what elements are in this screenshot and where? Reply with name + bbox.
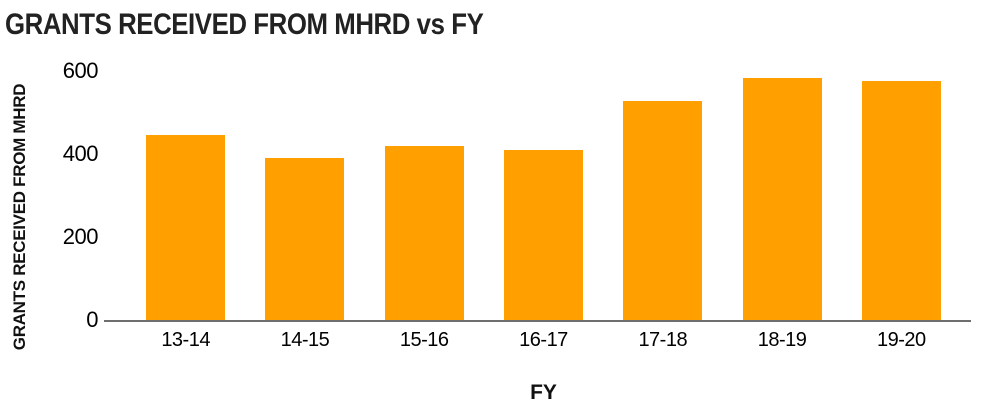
x-tick-label: 16-17 bbox=[519, 329, 568, 351]
x-tick-label: 13-14 bbox=[161, 329, 210, 351]
y-tick-label: 0 bbox=[86, 307, 98, 332]
x-tick-label: 14-15 bbox=[280, 329, 330, 351]
plot-area bbox=[104, 71, 971, 322]
y-tick-label: 600 bbox=[62, 58, 99, 83]
y-tick-label: 200 bbox=[62, 224, 99, 249]
bar-14-15 bbox=[265, 158, 345, 320]
chart-title: GRANTS RECEIVED FROM MHRD vs FY bbox=[5, 8, 484, 41]
bar-19-20 bbox=[861, 80, 941, 320]
bars bbox=[126, 71, 961, 320]
x-tick-label: 17-18 bbox=[638, 329, 688, 351]
y-axis-tick-labels: 0 200 400 600 bbox=[0, 60, 100, 331]
bar-18-19 bbox=[742, 78, 822, 320]
x-tick-label: 15-16 bbox=[399, 329, 449, 351]
x-axis-title: FY bbox=[530, 381, 557, 404]
x-tick-label: 19-20 bbox=[877, 329, 926, 351]
x-axis-tick-labels: 13-14 14-15 15-16 16-17 17-18 18-19 19-20 bbox=[126, 329, 961, 353]
bar-13-14 bbox=[146, 135, 226, 320]
bar-16-17 bbox=[503, 149, 583, 320]
y-tick-label: 400 bbox=[62, 141, 99, 166]
x-tick-label: 18-19 bbox=[757, 329, 807, 351]
bar-15-16 bbox=[384, 145, 464, 320]
bar-17-18 bbox=[623, 101, 703, 320]
